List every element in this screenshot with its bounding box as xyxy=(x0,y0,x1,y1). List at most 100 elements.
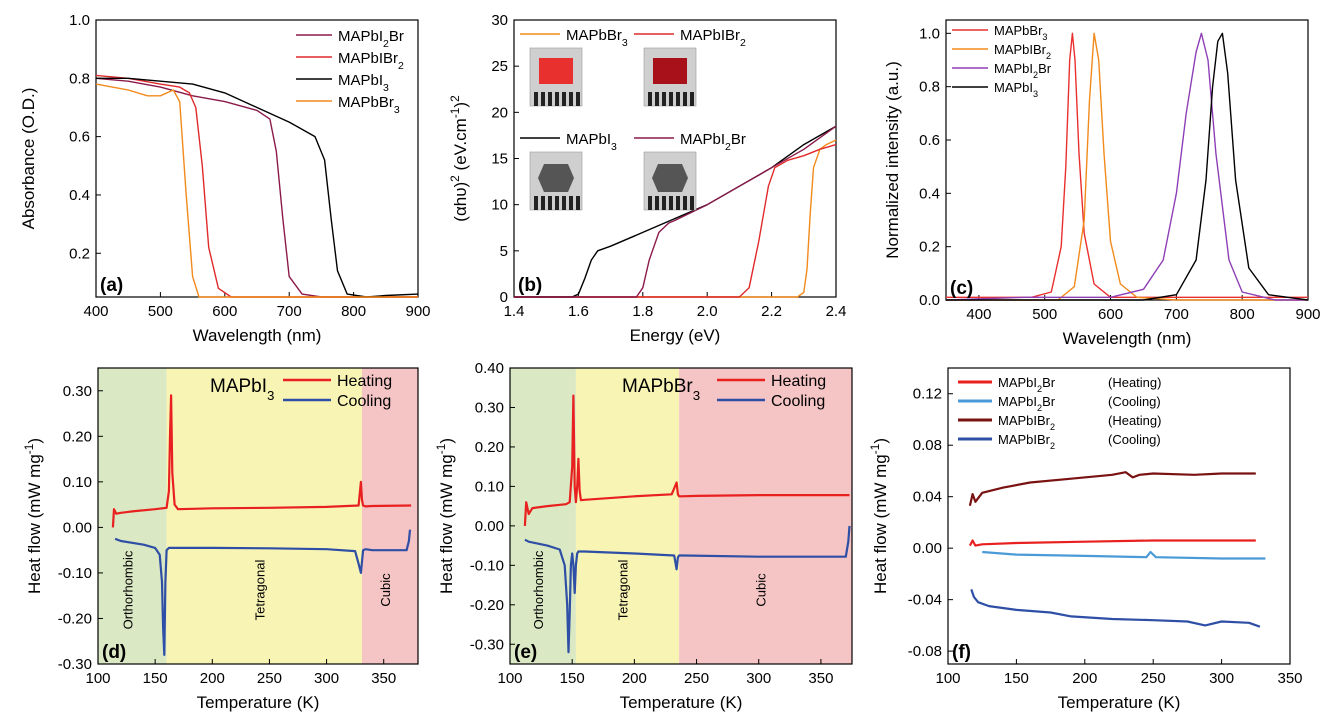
panel-d: 100 150 200 250 300 350 -0.30 -0.20 -0.10 0.00 0.1… xyxy=(22,367,419,712)
phase-label: Orthorhombic xyxy=(120,550,135,629)
legend-note: (Heating) xyxy=(1108,375,1161,390)
y-tick-label: 0.20 xyxy=(63,428,92,445)
y-tick-label: 0.30 xyxy=(475,399,504,416)
legend-label: MAPbI3 xyxy=(566,131,617,153)
y-tick-label: 0.00 xyxy=(913,540,942,557)
x-tick-label: 2.0 xyxy=(697,303,718,320)
x-tick-label: 250 xyxy=(684,670,709,687)
y-tick-label: 0.00 xyxy=(475,518,504,535)
y-tick-label: 0.8 xyxy=(919,79,940,96)
phase-region xyxy=(575,368,680,664)
y-tick-label: 0.2 xyxy=(69,245,90,262)
panel-label: (b) xyxy=(518,275,542,296)
series-line xyxy=(945,32,1308,301)
panel-label: (d) xyxy=(102,642,126,663)
x-tick-label: 350 xyxy=(808,670,833,687)
panel-a: 400 500 600 700 800 900 0.2 0.4 0.6 0.8 1.0 Absorba… xyxy=(19,12,431,345)
x-tick-label: 1.6 xyxy=(568,303,589,320)
y-tick-label: -0.20 xyxy=(58,610,92,627)
legend-label: MAPbIBr2 xyxy=(994,42,1051,61)
phase-label: Tetragonal xyxy=(616,560,631,621)
photo-pin xyxy=(534,196,538,210)
x-tick-label: 700 xyxy=(277,303,302,320)
photo-pin xyxy=(576,92,580,106)
photo-pin xyxy=(690,92,694,106)
sample-photo xyxy=(643,151,697,211)
series-line xyxy=(111,394,412,528)
series-line xyxy=(96,77,419,298)
photo-pin xyxy=(541,196,545,210)
legend-label: MAPbIBr2 xyxy=(338,50,404,72)
photo-pin xyxy=(648,92,652,106)
series-line xyxy=(982,550,1266,560)
y-axis-label: Normalized intensity (a.u.) xyxy=(883,61,902,258)
series-line xyxy=(946,32,1308,301)
photo-pin xyxy=(655,92,659,106)
x-tick-label: 100 xyxy=(935,670,960,687)
y-tick-label: 0.2 xyxy=(919,239,940,256)
x-tick-label: 600 xyxy=(1098,306,1123,323)
legend-label: MAPbBr3 xyxy=(338,94,400,116)
x-tick-label: 250 xyxy=(1141,670,1166,687)
x-tick-label: 2.4 xyxy=(826,303,847,320)
x-tick-label: 900 xyxy=(1295,306,1320,323)
phase-region xyxy=(510,368,576,664)
photo-pin xyxy=(548,196,552,210)
photo-pin xyxy=(562,196,566,210)
photo-film xyxy=(652,164,688,192)
y-tick-label: 0.4 xyxy=(69,187,90,204)
y-axis-label: Heat flow (mW mg-1) xyxy=(22,438,44,594)
series-line xyxy=(946,32,1308,298)
series-line xyxy=(514,125,837,298)
panel-f: 100 150 200 250 300 350 -0.08 -0.04 0.00 0.04 0.08… xyxy=(868,367,1303,712)
photo-film xyxy=(538,164,574,192)
y-tick-label: -0.10 xyxy=(58,565,92,582)
x-tick-label: 800 xyxy=(341,303,366,320)
y-tick-label: 25 xyxy=(491,58,508,75)
photo-film xyxy=(653,58,687,84)
y-tick-label: 30 xyxy=(491,12,508,29)
x-tick-label: 600 xyxy=(212,303,237,320)
y-tick-label: 0.08 xyxy=(913,437,942,454)
legend-label: MAPbBr3 xyxy=(994,23,1047,42)
legend-label: Cooling xyxy=(771,393,825,410)
photo-pin xyxy=(683,196,687,210)
photo-pin xyxy=(669,196,673,210)
x-tick-label: 500 xyxy=(148,303,173,320)
y-axis-label: Heat flow (mW mg-1) xyxy=(868,438,890,594)
x-tick-label: 300 xyxy=(314,670,339,687)
chart-title: MAPbBr3 xyxy=(622,376,700,403)
x-tick-label: 400 xyxy=(83,303,108,320)
y-axis-label: (αhυ)2 (eV.cm-1)2 xyxy=(448,95,470,222)
photo-pin xyxy=(662,92,666,106)
panel-c: 400 500 600 700 800 900 0.0 0.2 0.4 0.6 0.8 1.0 Norm… xyxy=(883,19,1321,348)
x-tick-label: 150 xyxy=(143,670,168,687)
legend-label: MAPbIBr2 xyxy=(680,27,746,49)
photo-pin xyxy=(676,196,680,210)
photo-film xyxy=(539,58,573,84)
sample-photo xyxy=(643,47,697,107)
panel-label: (c) xyxy=(950,278,973,299)
y-tick-label: 20 xyxy=(491,104,508,121)
photo-pin xyxy=(534,92,538,106)
panel-b: 1.4 1.6 1.8 2.0 2.2 2.4 0 5 10 15 20 25 30 (αhυ)2 (eV… xyxy=(448,12,846,345)
y-tick-label: 0.6 xyxy=(919,132,940,149)
y-tick-label: -0.30 xyxy=(470,636,504,653)
legend-label: Cooling xyxy=(337,393,391,410)
phase-label: Cubic xyxy=(378,573,393,607)
y-tick-label: -0.30 xyxy=(58,656,92,673)
x-tick-label: 200 xyxy=(1072,670,1097,687)
y-tick-label: -0.20 xyxy=(470,597,504,614)
x-tick-label: 300 xyxy=(1209,670,1234,687)
x-tick-label: 500 xyxy=(1032,306,1057,323)
legend-label: MAPbI2Br xyxy=(998,375,1056,394)
legend-label: MAPbBr3 xyxy=(566,27,628,49)
phase-region xyxy=(166,368,362,664)
legend-label: MAPbI3 xyxy=(994,80,1038,99)
sample-photo xyxy=(529,151,583,211)
series-line xyxy=(946,32,1309,301)
y-tick-label: -0.10 xyxy=(470,557,504,574)
photo-pin xyxy=(569,92,573,106)
y-tick-label: -0.04 xyxy=(908,592,942,609)
photo-pin xyxy=(555,196,559,210)
